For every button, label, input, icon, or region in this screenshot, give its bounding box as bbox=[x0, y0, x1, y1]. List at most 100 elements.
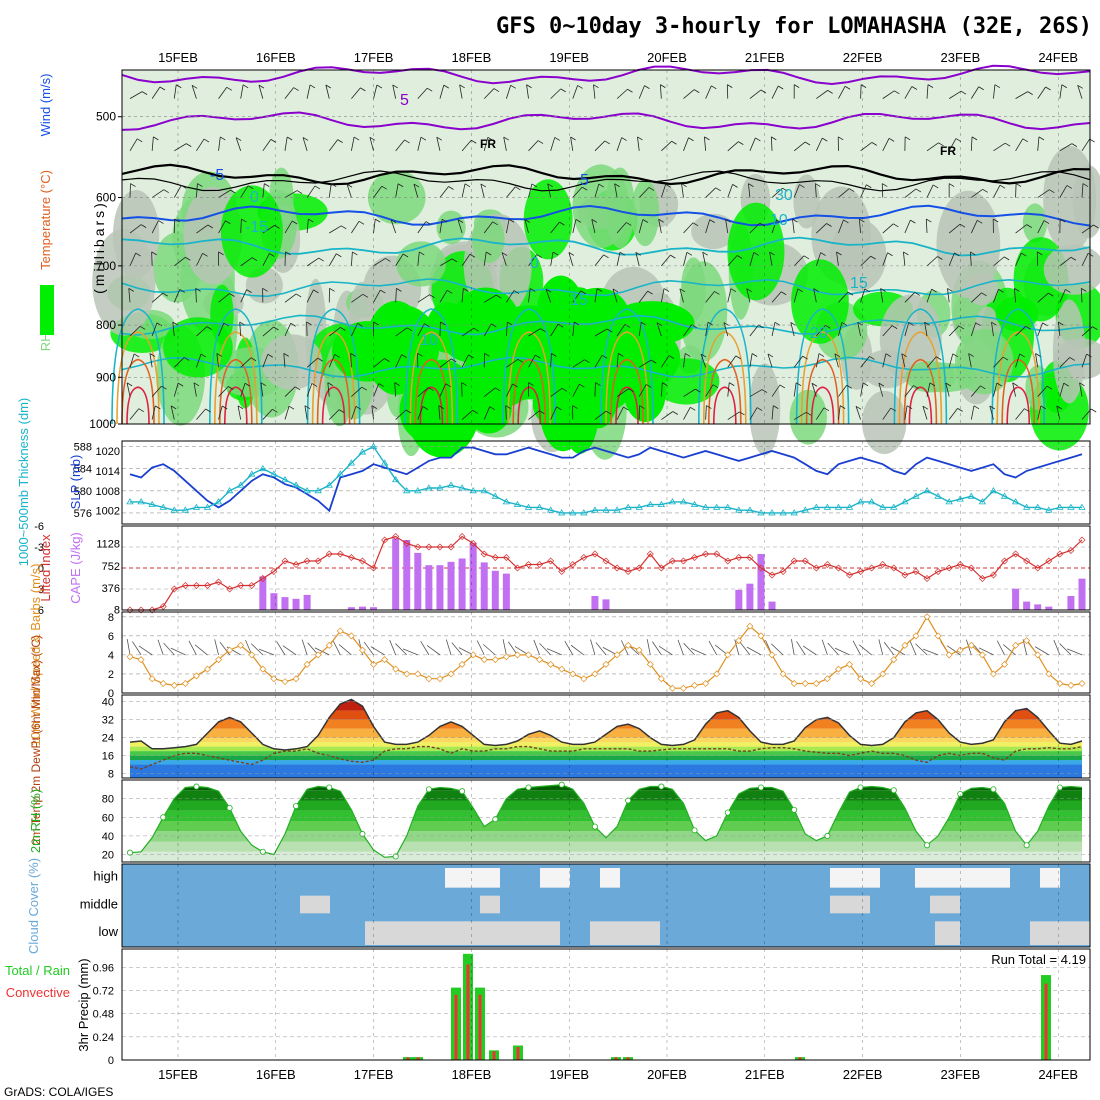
wind-speed-point bbox=[868, 679, 876, 687]
wind-barb bbox=[506, 358, 519, 368]
wind-speed-point bbox=[967, 641, 975, 649]
wind-barb-feather bbox=[604, 140, 611, 145]
wind-speed-point bbox=[668, 684, 676, 692]
wind-barb-feather bbox=[139, 325, 146, 330]
wind-barb bbox=[262, 409, 273, 420]
wind-barb bbox=[771, 85, 779, 99]
wind-barb-feather bbox=[1015, 183, 1022, 187]
wind-barb bbox=[705, 405, 707, 420]
lifted-index-point bbox=[170, 585, 178, 593]
wind-barb bbox=[971, 188, 983, 198]
contour-label: 10 bbox=[420, 332, 438, 349]
wind-barb-feather bbox=[1087, 252, 1094, 257]
wind-barb bbox=[151, 220, 159, 234]
dewpoint-line bbox=[129, 745, 1083, 770]
wind-barb-feather bbox=[958, 325, 965, 330]
wind-barb bbox=[702, 252, 707, 266]
thickness-point bbox=[303, 487, 311, 494]
wind-barb-feather bbox=[751, 353, 758, 357]
thickness-point bbox=[624, 503, 632, 510]
surface-wind-barb bbox=[570, 644, 585, 656]
wind-barb bbox=[793, 141, 806, 152]
wind-barb bbox=[193, 382, 197, 397]
thickness-point bbox=[834, 503, 843, 510]
temperature-band bbox=[130, 764, 1082, 778]
wind-barb-feather bbox=[926, 218, 932, 223]
precip-convective-bar bbox=[614, 1057, 618, 1060]
wind-barb-feather bbox=[130, 183, 136, 187]
surface-wind-barb bbox=[245, 639, 253, 656]
wind-barb-feather bbox=[729, 382, 735, 386]
wind-barb bbox=[284, 293, 297, 303]
wind-barb-feather bbox=[155, 405, 161, 410]
date-label-bottom: 21FEB bbox=[745, 1067, 785, 1082]
cape-bar bbox=[281, 597, 289, 610]
surface-wind-barb bbox=[451, 642, 463, 656]
y-tick-label: 8 bbox=[108, 769, 114, 781]
wind-barb bbox=[683, 324, 693, 337]
wind-barb bbox=[700, 353, 707, 368]
lifted-index-point bbox=[513, 564, 521, 572]
wind-barb-feather bbox=[647, 290, 653, 295]
wind-barb bbox=[351, 406, 357, 420]
wind-barb-feather bbox=[496, 294, 502, 299]
wind-barb bbox=[373, 219, 376, 234]
thickness-point bbox=[701, 503, 710, 510]
surface-temperature-contour bbox=[126, 386, 150, 425]
wind-barb-feather bbox=[286, 136, 293, 141]
lifted-index-line bbox=[130, 535, 1083, 611]
wind-barb-feather bbox=[390, 219, 397, 224]
wind-barb-feather bbox=[776, 219, 782, 224]
wind-barb-feather bbox=[971, 136, 978, 141]
wind-barb-feather bbox=[686, 251, 693, 256]
wind-barb bbox=[968, 353, 972, 368]
y-axis-label-right: SLP (mb) bbox=[68, 455, 83, 510]
cloud-mid-patch bbox=[830, 895, 870, 914]
thickness-point bbox=[978, 498, 987, 505]
wind-barb-feather bbox=[311, 383, 318, 387]
wind-barb-feather bbox=[839, 405, 846, 409]
wind-barb bbox=[1037, 385, 1048, 397]
surface-wind-barb bbox=[739, 642, 751, 656]
wind-barb-feather bbox=[463, 288, 469, 292]
date-label-bottom: 16FEB bbox=[256, 1067, 296, 1082]
wind-barb-feather bbox=[1038, 136, 1045, 141]
wind-barb bbox=[749, 252, 755, 266]
wind-barb bbox=[328, 409, 340, 420]
cloud-high-clear bbox=[540, 868, 570, 888]
wind-barb bbox=[767, 353, 773, 368]
wind-barb-feather bbox=[524, 219, 531, 223]
wind-barb bbox=[528, 183, 533, 198]
wind-barb-feather bbox=[727, 84, 733, 88]
temperature-band bbox=[130, 737, 1082, 743]
wind-barb-feather bbox=[1058, 321, 1064, 326]
surface-temperature-contour bbox=[600, 308, 654, 425]
contour-label: -5 bbox=[210, 167, 224, 184]
wind-barb-feather bbox=[605, 410, 612, 415]
y-axis-label: 2m Temp 2m DewPt (6hr Min/Max) (°C) bbox=[29, 635, 43, 845]
wind-speed-point bbox=[1078, 679, 1086, 687]
rh-point bbox=[625, 797, 632, 804]
wind-speed-point bbox=[447, 670, 455, 678]
surface-wind-barb bbox=[370, 646, 385, 656]
thickness-point bbox=[812, 503, 821, 510]
surface-wind-barb bbox=[476, 640, 485, 656]
wind-barb bbox=[417, 406, 424, 420]
wind-barb-feather bbox=[191, 84, 198, 89]
wind-barb bbox=[417, 387, 429, 397]
wind-barb-feather bbox=[314, 185, 321, 190]
wind-barb bbox=[218, 386, 229, 397]
wind-barb bbox=[369, 137, 374, 151]
wind-barb-feather bbox=[308, 218, 314, 223]
wind-barb-feather bbox=[802, 355, 808, 360]
wind-speed-point bbox=[679, 684, 687, 692]
rh-point bbox=[990, 786, 997, 793]
cape-bar bbox=[746, 583, 754, 610]
wind-barb bbox=[547, 183, 552, 198]
wind-barb-feather bbox=[642, 219, 649, 223]
thickness-point bbox=[757, 509, 765, 516]
wind-barb bbox=[616, 252, 621, 266]
thickness-point bbox=[823, 503, 832, 510]
rh-point bbox=[293, 803, 300, 810]
wind-speed-point bbox=[192, 672, 200, 680]
